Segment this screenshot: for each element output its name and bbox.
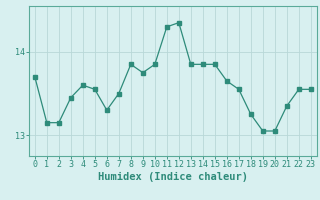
X-axis label: Humidex (Indice chaleur): Humidex (Indice chaleur) [98,172,248,182]
